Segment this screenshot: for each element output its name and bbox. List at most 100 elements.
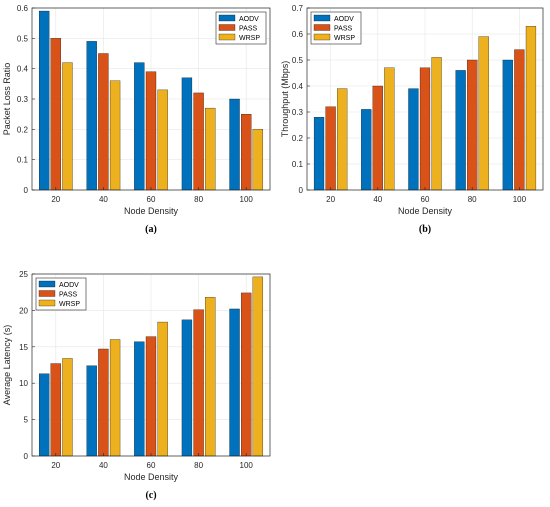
y-axis-label: Throughput (Mbps) <box>280 61 290 138</box>
bar-pass-100 <box>514 49 525 191</box>
legend-label-wrsp: WRSP <box>334 35 355 42</box>
legend-swatch-pass <box>218 24 236 31</box>
bar-wrsp-100 <box>252 129 264 191</box>
y-tick-label: 5 <box>24 416 29 425</box>
legend-label-aodv: AODV <box>59 282 79 289</box>
x-tick-label: 20 <box>326 195 335 204</box>
bar-pass-60 <box>145 336 157 457</box>
bar-aodv-80 <box>181 319 193 457</box>
bar-pass-40 <box>98 53 109 191</box>
bar-pass-20 <box>50 363 61 457</box>
y-tick-label: 0.4 <box>17 65 29 74</box>
bar-pass-40 <box>372 85 383 191</box>
legend-label-aodv: AODV <box>239 16 259 23</box>
bar-wrsp-20 <box>62 358 73 457</box>
chart-panel-3: 0 5 10 15 20 25 20 40 60 80 100 Node Density Average… <box>2 270 271 501</box>
x-tick-label: 40 <box>373 195 382 204</box>
x-tick-label: 60 <box>421 195 430 204</box>
x-tick-label: 40 <box>99 461 108 470</box>
bar-aodv-20 <box>38 373 50 457</box>
bar-wrsp-60 <box>157 321 168 457</box>
x-tick-label: 40 <box>99 195 108 204</box>
bar-wrsp-60 <box>157 89 168 191</box>
y-tick-label: 0.7 <box>292 4 304 13</box>
legend: AODV PASS WRSP <box>215 11 267 45</box>
bar-aodv-80 <box>455 70 466 191</box>
bar-pass-100 <box>241 114 252 191</box>
legend-swatch-aodv <box>313 14 331 22</box>
panel-caption: (c) <box>145 490 156 501</box>
bar-wrsp-100 <box>252 276 264 457</box>
bar-wrsp-40 <box>384 67 395 191</box>
bar-pass-80 <box>193 92 204 191</box>
bar-aodv-100 <box>502 59 513 191</box>
x-axis-label: Node Density <box>398 206 453 216</box>
x-tick-label: 100 <box>240 195 254 204</box>
y-tick-label: 0.1 <box>292 160 304 169</box>
bar-aodv-40 <box>86 365 97 457</box>
y-tick-label: 0.5 <box>17 34 29 43</box>
x-tick-label: 80 <box>194 461 203 470</box>
y-tick-label: 0.6 <box>17 4 29 13</box>
bar-aodv-40 <box>86 41 97 191</box>
chart-panel-2: 0 0.1 0.2 0.3 0.4 0.5 0.6 0.7 20 40 60 80 100 Node De… <box>280 4 544 235</box>
x-tick-label: 20 <box>51 195 60 204</box>
bar-wrsp-80 <box>205 107 216 191</box>
x-tick-label: 100 <box>513 195 527 204</box>
bar-wrsp-60 <box>431 57 442 191</box>
y-tick-label: 0.6 <box>292 30 304 39</box>
bar-pass-60 <box>419 67 431 191</box>
x-tick-label: 20 <box>51 461 60 470</box>
bar-wrsp-80 <box>205 297 216 457</box>
legend: AODV PASS WRSP <box>35 277 87 311</box>
y-tick-label: 25 <box>19 270 28 279</box>
bar-aodv-80 <box>181 77 193 191</box>
legend-label-wrsp: WRSP <box>239 35 260 42</box>
bar-pass-20 <box>50 38 61 191</box>
legend-swatch-wrsp <box>313 33 331 41</box>
bar-wrsp-20 <box>62 62 73 191</box>
y-tick-label: 10 <box>19 379 28 388</box>
y-axis-label: Packet Loss Ratio <box>2 63 12 136</box>
legend-swatch-pass <box>38 290 56 297</box>
legend-swatch-pass <box>313 24 331 31</box>
bar-pass-40 <box>98 348 109 457</box>
legend-label-pass: PASS <box>334 26 352 33</box>
y-tick-label: 0.3 <box>17 95 29 104</box>
x-axis-label: Node Density <box>124 472 179 482</box>
y-tick-label: 0.5 <box>292 56 304 65</box>
bar-wrsp-80 <box>478 36 489 191</box>
legend-label-pass: PASS <box>239 26 257 33</box>
x-tick-label: 80 <box>468 195 477 204</box>
bar-pass-80 <box>467 59 478 191</box>
bar-pass-60 <box>145 71 157 191</box>
legend-swatch-aodv <box>38 280 56 288</box>
bars <box>38 10 264 191</box>
legend-swatch-wrsp <box>38 299 56 307</box>
x-tick-label: 100 <box>240 461 254 470</box>
y-tick-label: 0.2 <box>292 134 304 143</box>
x-tick-label: 80 <box>194 195 203 204</box>
panel-caption: (a) <box>145 224 157 235</box>
y-tick-label: 15 <box>19 343 28 352</box>
bar-aodv-60 <box>134 62 145 191</box>
y-axis-label: Average Latency (s) <box>2 325 12 405</box>
y-tick-label: 0.1 <box>17 156 29 165</box>
bar-wrsp-40 <box>109 80 121 191</box>
legend-swatch-aodv <box>218 14 236 22</box>
bar-aodv-60 <box>408 88 419 191</box>
bar-aodv-20 <box>38 10 50 191</box>
legend-swatch-wrsp <box>218 33 236 41</box>
legend-label-pass: PASS <box>59 292 77 299</box>
x-tick-label: 60 <box>147 195 156 204</box>
bar-pass-20 <box>325 106 336 191</box>
y-tick-label: 0 <box>24 186 29 195</box>
bar-aodv-60 <box>134 341 145 457</box>
bar-aodv-100 <box>229 308 240 457</box>
x-axis-label: Node Density <box>124 206 179 216</box>
y-tick-label: 0.2 <box>17 125 29 134</box>
bars <box>313 26 537 191</box>
bar-wrsp-40 <box>109 339 121 457</box>
y-tick-label: 0.3 <box>292 108 304 117</box>
